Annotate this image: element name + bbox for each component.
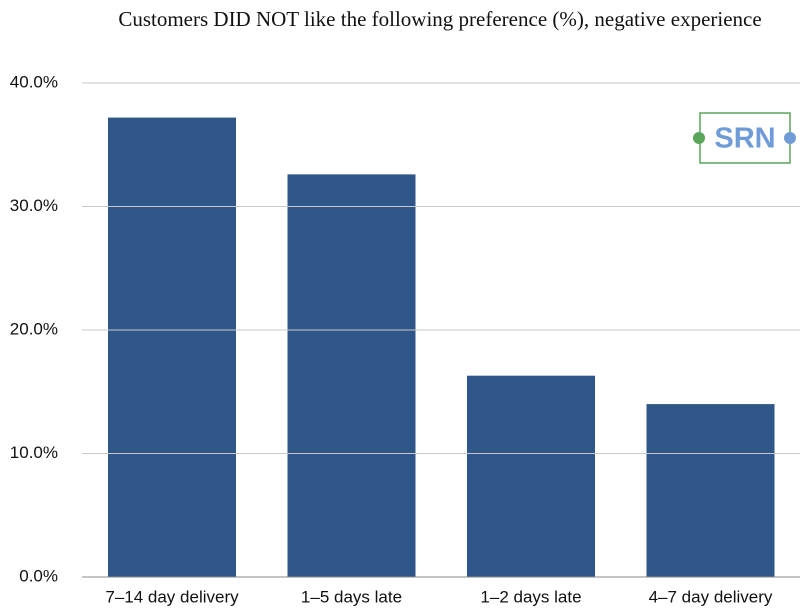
x-tick-label: 7–14 day delivery (105, 587, 239, 606)
bar (108, 117, 236, 577)
y-tick-label: 20.0% (10, 319, 58, 338)
chart-title: Customers DID NOT like the following pre… (118, 7, 762, 31)
logo-dot (784, 132, 796, 144)
bar (287, 174, 416, 577)
x-tick-label: 4–7 day delivery (649, 587, 773, 606)
bar (467, 375, 595, 577)
y-tick-label: 0.0% (19, 566, 58, 585)
logo-dot (693, 132, 705, 144)
logo-text: SRN (714, 123, 775, 155)
y-tick-label: 10.0% (10, 443, 58, 462)
y-tick-label: 40.0% (10, 72, 58, 91)
logo: SRN (693, 112, 796, 164)
x-tick-label: 1–2 days late (480, 587, 581, 606)
y-tick-label: 30.0% (10, 196, 58, 215)
bar (646, 404, 775, 577)
x-tick-label: 1–5 days late (301, 587, 402, 606)
